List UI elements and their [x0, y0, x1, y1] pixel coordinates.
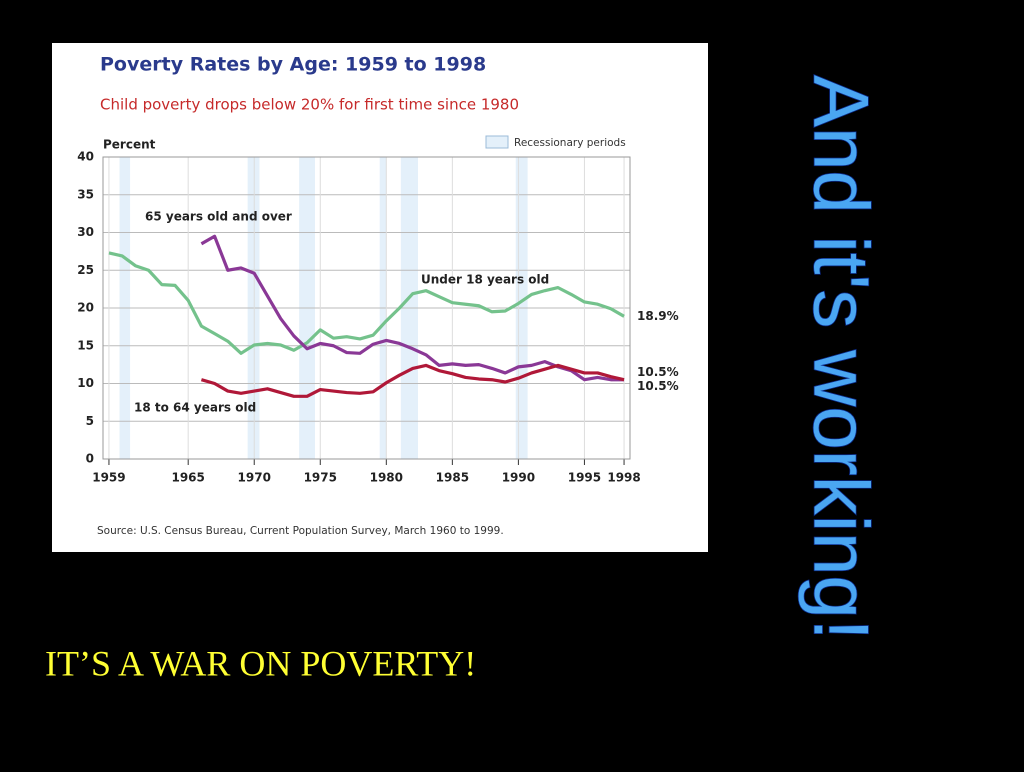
series-label: 65 years old and over	[145, 210, 292, 224]
slide-caption: IT’S A WAR ON POVERTY!	[45, 643, 476, 683]
plot-frame	[102, 156, 631, 460]
y-tick-label: 15	[77, 338, 94, 352]
y-tick-label: 40	[77, 150, 94, 164]
y-tick-label: 25	[77, 263, 94, 277]
y-tick-label: 30	[77, 225, 94, 239]
x-tick-label: 1975	[304, 471, 337, 485]
legend-label: Recessionary periods	[514, 137, 626, 149]
side-wordart: And it's working!	[797, 75, 885, 640]
series-label: 18 to 64 years old	[134, 401, 256, 415]
x-tick-label: 1980	[370, 471, 403, 485]
y-tick-label: 5	[86, 414, 94, 428]
x-tick-label: 1990	[502, 471, 535, 485]
end-label: 18.9%	[637, 309, 679, 323]
series-label: Under 18 years old	[421, 273, 549, 287]
legend-swatch	[485, 135, 509, 149]
chart-subtitle: Child poverty drops below 20% for first …	[100, 96, 519, 114]
x-tick-label: 1959	[92, 471, 125, 485]
y-tick-label: 20	[77, 301, 94, 315]
end-label: 10.5%	[637, 365, 679, 379]
x-tick-label: 1985	[436, 471, 469, 485]
x-tick-label: 1965	[171, 471, 204, 485]
series-line	[200, 363, 625, 398]
x-tick-label: 1998	[607, 471, 640, 485]
y-tick-label: 0	[86, 452, 94, 466]
y-tick-label: 35	[77, 187, 94, 201]
source-note: Source: U.S. Census Bureau, Current Popu…	[97, 525, 504, 537]
end-label: 10.5%	[637, 379, 679, 393]
x-tick-label: 1995	[568, 471, 601, 485]
y-axis-label: Percent	[103, 138, 156, 152]
chart-title: Poverty Rates by Age: 1959 to 1998	[100, 54, 486, 76]
y-tick-label: 10	[77, 376, 94, 390]
series-line	[108, 251, 625, 355]
x-tick-label: 1970	[238, 471, 271, 485]
